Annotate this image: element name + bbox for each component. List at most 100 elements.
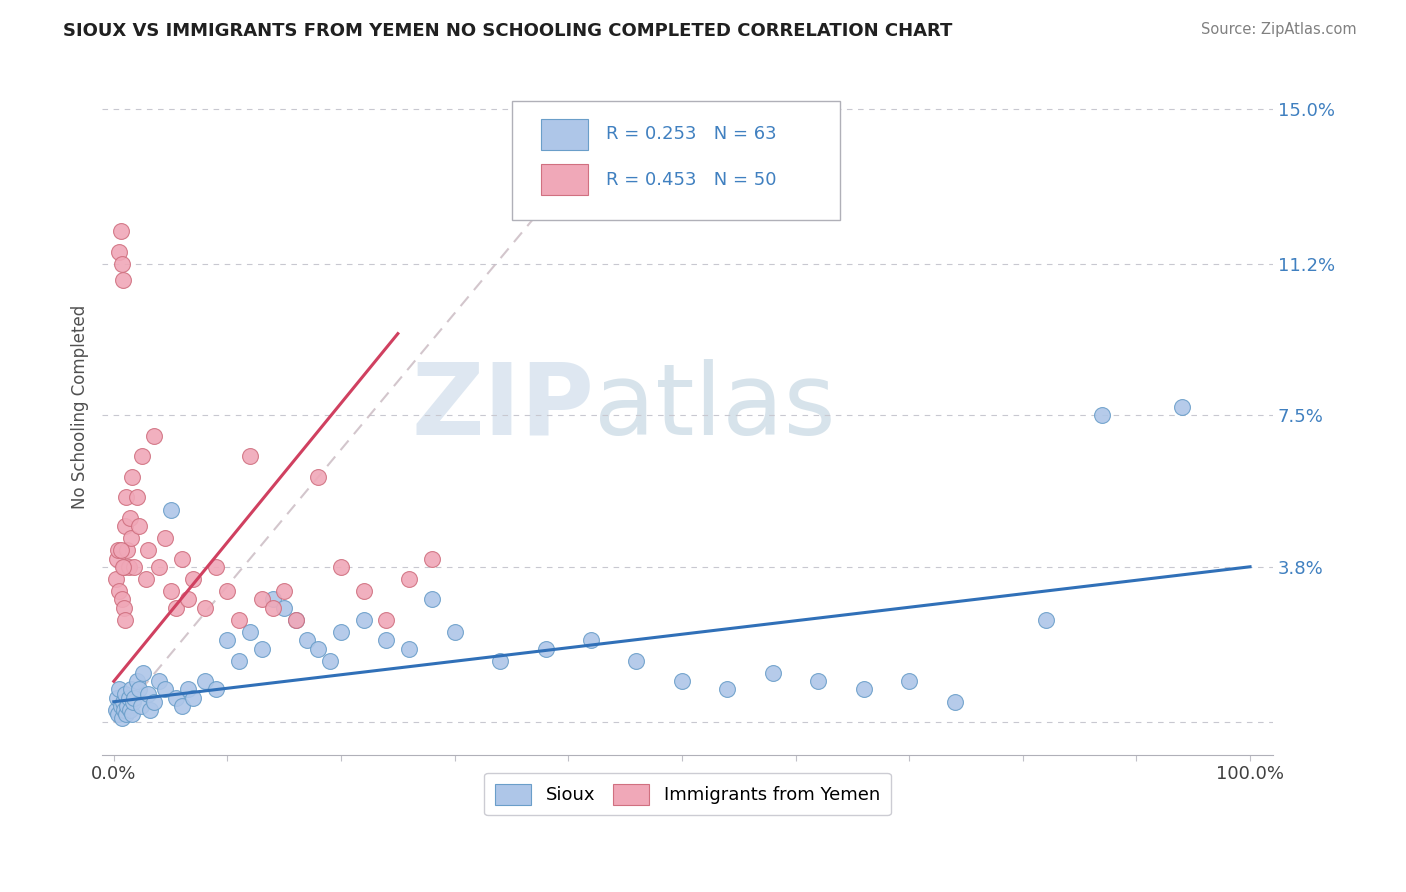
Point [807,674,830,689]
Point [122,690,145,705]
Point [118,510,141,524]
Point [375,613,398,627]
Text: SIOUX VS IMMIGRANTS FROM YEMEN NO SCHOOLING COMPLETED CORRELATION CHART: SIOUX VS IMMIGRANTS FROM YEMEN NO SCHOOL… [63,22,953,40]
Point [762,666,785,681]
Point [579,633,602,648]
Point [108,584,131,599]
Bar [541,119,588,150]
Point [136,543,159,558]
Point [110,224,132,238]
Point [115,490,138,504]
Point [443,625,465,640]
Point [398,572,420,586]
Point [135,572,157,586]
Point [120,682,142,697]
Point [128,519,150,533]
Point [205,682,228,697]
Point [131,450,153,464]
Point [534,641,557,656]
Point [330,559,353,574]
Point [165,600,187,615]
Point [273,584,295,599]
Point [170,551,193,566]
Point [194,600,217,615]
Point [105,551,128,566]
Point [114,687,136,701]
Point [111,695,134,709]
Point [121,706,143,721]
Point [170,698,193,713]
Point [111,257,134,271]
Point [121,470,143,484]
Point [117,690,139,705]
Point [122,559,145,574]
Y-axis label: No Schooling Completed: No Schooling Completed [72,305,89,509]
Point [330,625,353,640]
Point [142,695,165,709]
Point [205,559,228,574]
Point [114,519,136,533]
Point [115,706,138,721]
Point [148,674,170,689]
Point [194,674,217,689]
Point [153,531,176,545]
Point [228,654,250,668]
Point [132,666,155,681]
Point [183,572,205,586]
Point [1091,409,1114,423]
Point [1171,401,1194,415]
Point [107,543,129,558]
Point [159,502,181,516]
Point [117,543,139,558]
Point [273,600,295,615]
Point [105,690,128,705]
Point [136,687,159,701]
Point [398,641,420,656]
Point [295,633,318,648]
Point [183,690,205,705]
Point [250,641,273,656]
Point [228,613,250,627]
Point [129,698,152,713]
Point [489,654,512,668]
Point [262,600,284,615]
Point [120,531,142,545]
Point [114,613,136,627]
Point [112,600,135,615]
Point [117,698,139,713]
Point [108,682,131,697]
Text: Source: ZipAtlas.com: Source: ZipAtlas.com [1201,22,1357,37]
Point [105,572,128,586]
Point [626,654,648,668]
Point [284,613,307,627]
Point [307,641,329,656]
Point [112,559,135,574]
Point [239,450,262,464]
Point [943,695,966,709]
Point [111,711,134,725]
Point [108,244,131,259]
Point [176,682,198,697]
Text: R = 0.453   N = 50: R = 0.453 N = 50 [606,170,776,188]
Point [353,584,375,599]
Point [111,592,134,607]
Point [176,592,198,607]
Point [128,682,150,697]
Point [118,703,141,717]
Point [111,559,134,574]
Point [307,470,329,484]
Point [117,559,139,574]
Point [318,654,340,668]
Point [262,592,284,607]
Text: atlas: atlas [593,359,835,456]
Point [250,592,273,607]
Point [420,592,443,607]
Point [139,703,162,717]
Point [122,695,145,709]
Legend: Sioux, Immigrants from Yemen: Sioux, Immigrants from Yemen [484,772,891,815]
FancyBboxPatch shape [512,102,839,219]
Point [159,584,181,599]
Text: ZIP: ZIP [411,359,593,456]
Point [125,674,148,689]
Point [217,584,239,599]
